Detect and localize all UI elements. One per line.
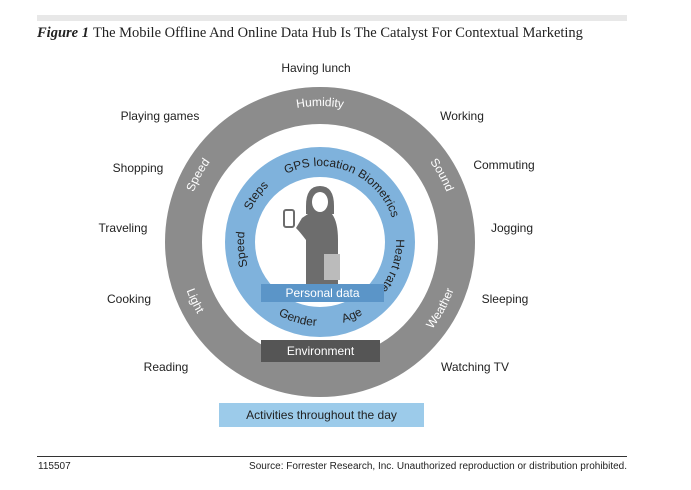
top-rule — [37, 15, 627, 21]
pd-speed: Speed — [233, 231, 251, 269]
figure-id: 115507 — [38, 461, 71, 472]
figure-title: Figure 1 The Mobile Offline And Online Da… — [37, 25, 583, 42]
activity-jogging: Jogging — [490, 221, 534, 235]
activity-watching-tv: Watching TV — [440, 360, 510, 374]
activities-label: Activities throughout the day — [219, 403, 424, 427]
activity-sleeping: Sleeping — [481, 292, 529, 306]
activity-having-lunch: Having lunch — [281, 61, 351, 75]
personal-data-label: Personal data — [261, 284, 384, 302]
activity-cooking: Cooking — [106, 292, 152, 306]
activity-traveling: Traveling — [98, 221, 148, 235]
footer-rule — [37, 456, 627, 457]
figure-title-text: The Mobile Offline And Online Data Hub I… — [92, 25, 583, 41]
source-note: Source: Forrester Research, Inc. Unautho… — [249, 461, 627, 472]
activity-reading: Reading — [143, 360, 189, 374]
environment-ring — [165, 87, 475, 397]
activity-shopping: Shopping — [112, 161, 164, 175]
activity-commuting: Commuting — [473, 158, 535, 172]
activity-playing-games: Playing games — [120, 109, 200, 123]
figure-label: Figure 1 — [37, 25, 89, 41]
personal-data-ring — [225, 147, 415, 337]
activity-working: Working — [440, 109, 484, 123]
environment-label: Environment — [261, 340, 380, 362]
env-humidity: Humidity — [295, 95, 345, 111]
person-icon — [283, 186, 340, 284]
